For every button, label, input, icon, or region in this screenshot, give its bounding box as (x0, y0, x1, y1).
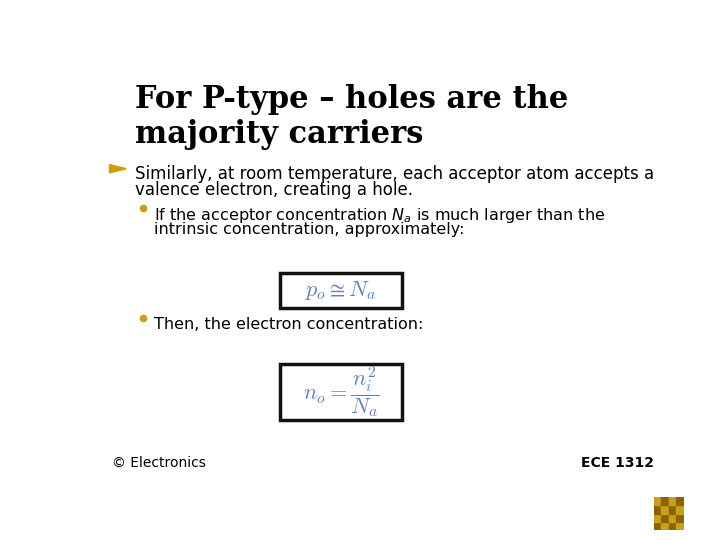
Bar (654, 505, 661, 514)
Text: ECE 1312: ECE 1312 (581, 456, 654, 470)
Text: © Electronics: © Electronics (112, 456, 206, 470)
Text: $n_o = \dfrac{n_i^2}{N_a}$: $n_o = \dfrac{n_i^2}{N_a}$ (302, 364, 379, 420)
Text: valence electron, creating a hole.: valence electron, creating a hole. (135, 181, 413, 199)
Text: intrinsic concentration, approximately:: intrinsic concentration, approximately: (154, 222, 464, 237)
Bar (654, 514, 661, 522)
Text: Then, the electron concentration:: Then, the electron concentration: (154, 317, 423, 332)
Bar (661, 514, 669, 522)
Bar (669, 522, 677, 530)
Bar (654, 522, 661, 530)
Text: For P-type – holes are the: For P-type – holes are the (135, 84, 568, 114)
Bar (661, 497, 669, 505)
Text: Similarly, at room temperature, each acceptor atom accepts a: Similarly, at room temperature, each acc… (135, 165, 654, 183)
Bar (669, 497, 677, 505)
Bar (669, 505, 677, 514)
Bar (677, 505, 684, 514)
Bar (677, 497, 684, 505)
Bar (661, 505, 669, 514)
Bar (654, 497, 661, 505)
Text: If the acceptor concentration $N_a$ is much larger than the: If the acceptor concentration $N_a$ is m… (154, 206, 606, 225)
Polygon shape (109, 165, 126, 173)
Bar (280, 364, 402, 420)
Bar (280, 273, 402, 308)
Text: majority carriers: majority carriers (135, 119, 423, 150)
Bar (677, 514, 684, 522)
Bar (661, 522, 669, 530)
Bar (677, 522, 684, 530)
Bar (669, 514, 677, 522)
Text: $p_o \cong N_a$: $p_o \cong N_a$ (305, 279, 377, 302)
